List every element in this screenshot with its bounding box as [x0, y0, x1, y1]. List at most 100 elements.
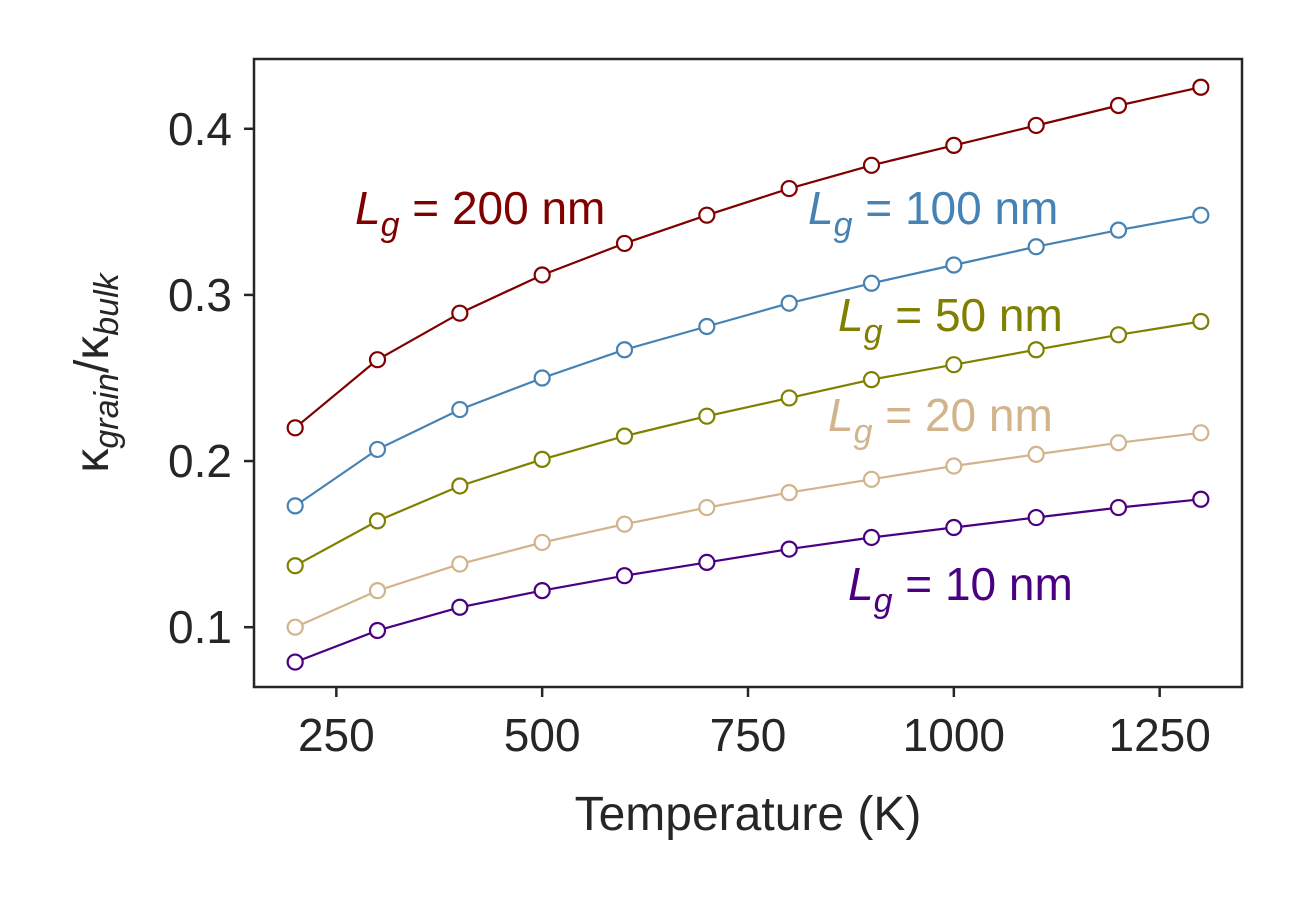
series-layer — [286, 78, 1210, 671]
series-label-var: L — [828, 389, 854, 441]
data-point — [1109, 498, 1128, 517]
series-label-text: = 200 nm — [400, 182, 606, 234]
series-2 — [286, 312, 1210, 575]
y-axis: 0.1 0.2 0.3 0.4 — [168, 103, 254, 653]
data-point — [286, 557, 304, 575]
data-point — [451, 304, 469, 322]
data-point — [1109, 434, 1128, 452]
data-point — [451, 555, 469, 573]
series-line — [294, 86, 1202, 429]
data-point — [945, 518, 963, 537]
data-point — [615, 515, 634, 533]
data-point — [945, 256, 963, 274]
data-point — [698, 498, 716, 517]
x-tick-label: 750 — [710, 709, 787, 761]
data-point — [945, 136, 963, 154]
series-line — [294, 320, 1201, 567]
data-point — [451, 598, 469, 616]
series-label-sub: g — [854, 413, 873, 451]
x-tick-label: 1250 — [1108, 709, 1210, 761]
y-axis-label: κgrain/κbulk — [66, 271, 126, 472]
data-point — [1192, 78, 1210, 96]
data-point — [945, 457, 963, 475]
data-point — [368, 512, 387, 530]
series-label: Lg = 20 nm — [828, 389, 1053, 451]
data-point — [368, 351, 387, 369]
data-point — [615, 234, 634, 253]
data-point — [615, 427, 634, 445]
data-point — [1027, 341, 1045, 359]
series-label-sub: g — [834, 206, 853, 244]
data-point — [286, 618, 304, 636]
data-point — [615, 567, 634, 585]
series-line — [294, 214, 1201, 507]
data-point — [368, 440, 387, 459]
data-point — [286, 419, 304, 437]
data-point — [1192, 206, 1210, 224]
series-label-sub: g — [381, 206, 400, 244]
data-point — [533, 369, 551, 387]
y-tick-label: 0.4 — [168, 103, 232, 155]
series-line — [294, 498, 1201, 664]
y-tick-label: 0.3 — [168, 269, 232, 321]
y-axis-label-base-2: κ — [66, 335, 119, 360]
data-point — [533, 582, 551, 600]
x-tick-label: 1000 — [903, 709, 1005, 761]
series-label-var: L — [355, 182, 381, 234]
series-label-text: = 20 nm — [873, 389, 1053, 441]
series-label-text: = 10 nm — [893, 558, 1073, 610]
data-point — [780, 179, 798, 198]
x-tick-label: 500 — [504, 709, 581, 761]
data-point — [1192, 312, 1210, 331]
series-1 — [286, 206, 1210, 515]
data-point — [780, 540, 798, 558]
data-point — [615, 341, 634, 359]
series-label-text: = 100 nm — [853, 182, 1059, 234]
data-point — [862, 156, 881, 174]
data-point — [862, 470, 881, 488]
data-point — [1192, 490, 1210, 508]
data-point — [533, 266, 551, 284]
data-point — [451, 477, 469, 495]
data-point — [368, 621, 387, 640]
data-point — [1192, 424, 1210, 442]
y-axis-label-base-1: κ — [66, 448, 119, 473]
series-label-var: L — [808, 182, 834, 234]
y-tick-label: 0.2 — [168, 435, 232, 487]
data-point — [1027, 445, 1045, 464]
data-point — [698, 407, 716, 425]
data-point — [1027, 508, 1045, 527]
series-label: Lg = 200 nm — [355, 182, 605, 244]
series-label-var: L — [848, 558, 874, 610]
data-point — [862, 274, 881, 292]
data-point — [1109, 326, 1128, 344]
series-line — [294, 431, 1201, 629]
series-4 — [286, 490, 1210, 671]
axes-frame — [252, 57, 1244, 689]
series-3 — [286, 424, 1210, 636]
data-point — [698, 553, 716, 571]
data-point — [780, 484, 798, 502]
data-point — [533, 450, 551, 468]
data-point — [286, 497, 304, 515]
y-axis-label-sub-1: grain — [88, 373, 126, 449]
data-point — [780, 294, 798, 312]
y-tick-label: 0.1 — [168, 601, 232, 653]
data-point — [698, 206, 716, 224]
series-label: Lg = 10 nm — [848, 558, 1073, 620]
y-axis-label-sep: / — [66, 359, 119, 373]
data-point — [698, 317, 716, 336]
data-point — [1027, 238, 1045, 256]
data-point — [780, 389, 798, 407]
series-label: Lg = 100 nm — [808, 182, 1058, 244]
data-point — [368, 582, 387, 600]
data-point — [286, 653, 304, 671]
x-tick-label: 250 — [298, 709, 375, 761]
data-point — [1109, 221, 1128, 239]
x-axis-label: Temperature (K) — [575, 788, 922, 841]
data-point — [945, 356, 963, 374]
data-point — [862, 528, 881, 547]
y-axis-label-sub-2: bulk — [88, 271, 126, 335]
